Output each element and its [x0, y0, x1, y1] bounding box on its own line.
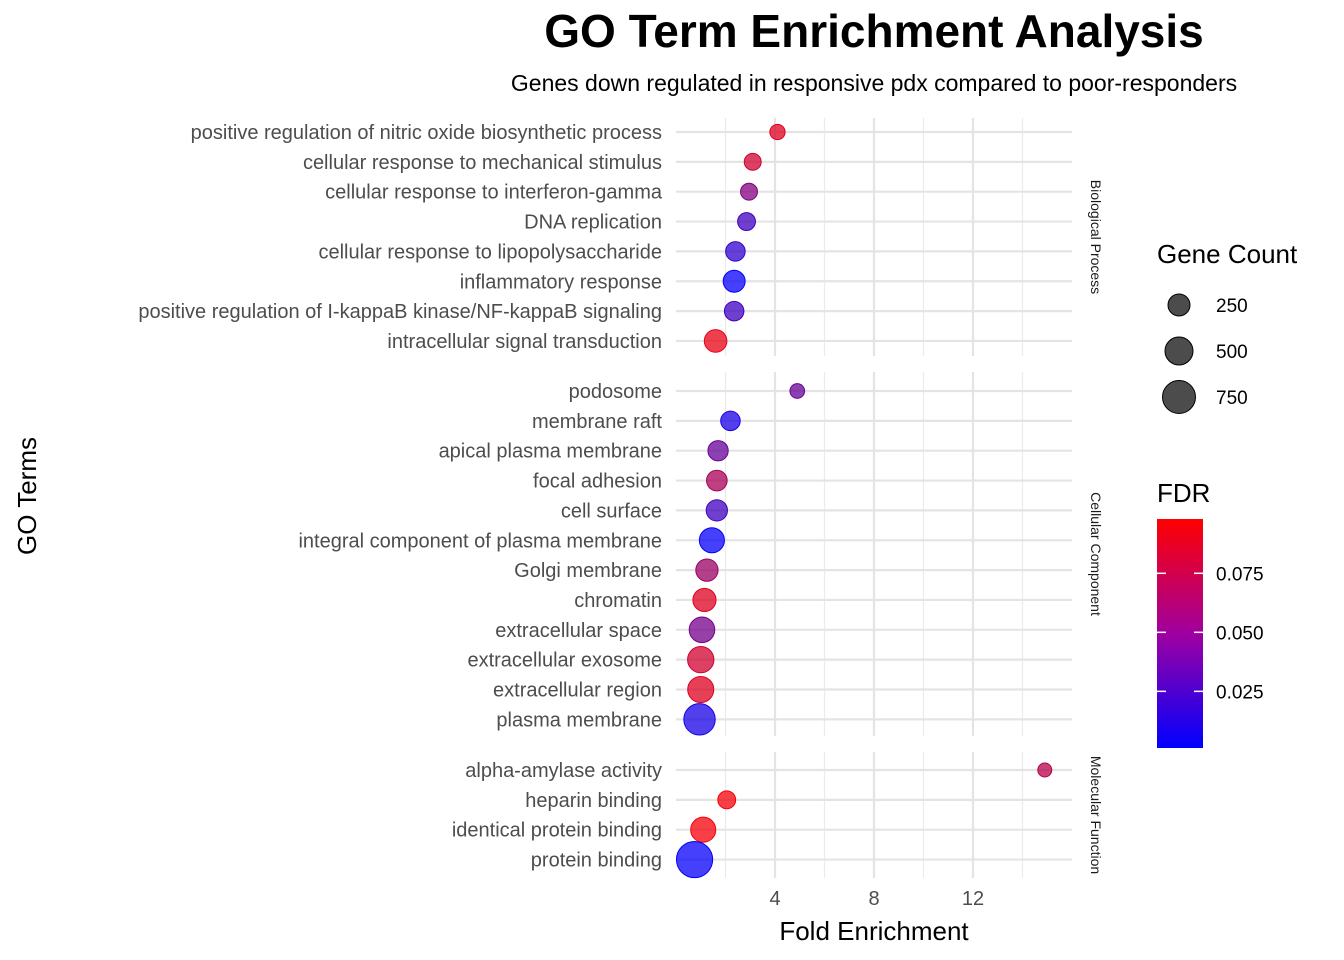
grid-layer [676, 118, 1072, 878]
data-point [707, 440, 729, 462]
facet-strip-label: Cellular Component [1088, 492, 1104, 616]
x-tick-label: 4 [769, 888, 780, 910]
legend-color-label: 0.050 [1216, 623, 1264, 644]
x-axis-title: Fold Enrichment [779, 916, 969, 946]
y-tick-label: protein binding [531, 850, 662, 872]
legend-size-key [1167, 293, 1191, 317]
data-point [723, 300, 745, 322]
y-tick-label: positive regulation of nitric oxide bios… [191, 122, 662, 144]
legend-color-title: FDR [1157, 478, 1210, 508]
data-point [720, 410, 741, 432]
legend-layer: Gene Count 250 500 750 FDR 0.025 0.050 0.075 [1157, 239, 1298, 748]
data-point [743, 152, 762, 171]
points-layer [675, 123, 1053, 879]
legend-size-key [1164, 336, 1194, 366]
chart-subtitle: Genes down regulated in responsive pdx c… [510, 70, 1238, 96]
y-tick-label: inflammatory response [460, 271, 662, 293]
data-point [1037, 762, 1053, 778]
data-point [698, 527, 725, 554]
y-tick-label: extracellular exosome [467, 650, 662, 672]
data-point [692, 587, 717, 613]
data-point [769, 123, 786, 141]
facet-strip: Cellular Component [1088, 492, 1104, 616]
legend-size-label: 250 [1216, 296, 1248, 317]
data-point [737, 212, 756, 231]
legend-size-label: 750 [1216, 388, 1248, 409]
data-point [683, 703, 716, 736]
y-tick-label: membrane raft [532, 411, 662, 433]
facet-strip: Biological Process [1088, 180, 1104, 294]
legend-size-title: Gene Count [1157, 239, 1298, 269]
data-point [703, 329, 728, 353]
y-tick-label: Golgi membrane [514, 560, 662, 582]
data-point [675, 840, 714, 879]
chart-title: GO Term Enrichment Analysis [544, 5, 1204, 57]
y-tick-label: plasma membrane [496, 709, 662, 731]
legend-size-label: 500 [1216, 342, 1248, 363]
facet-strip-label: Biological Process [1088, 180, 1104, 294]
y-tick-label: identical protein binding [452, 820, 662, 842]
y-tick-label: integral component of plasma membrane [298, 530, 662, 552]
y-tick-label: alpha-amylase activity [465, 760, 662, 782]
y-tick-label: focal adhesion [533, 471, 662, 493]
y-axis-title: GO Terms [12, 437, 42, 555]
y-tick-label: podosome [569, 381, 662, 403]
y-tick-label: apical plasma membrane [439, 441, 662, 463]
legend-size-key [1162, 380, 1196, 414]
y-tick-label: cellular response to lipopolysaccharide [318, 241, 662, 263]
labels-layer: positive regulation of nitric oxide bios… [12, 122, 1104, 946]
data-point [725, 241, 746, 262]
data-point [740, 182, 758, 201]
y-tick-label: cell surface [561, 500, 662, 522]
y-tick-label: DNA replication [524, 212, 662, 234]
y-tick-label: cellular response to mechanical stimulus [303, 152, 662, 174]
data-point [687, 645, 715, 674]
y-tick-label: intracellular signal transduction [387, 331, 662, 353]
y-tick-label: chromatin [574, 590, 662, 612]
data-point [717, 790, 737, 810]
x-tick-label: 12 [962, 888, 984, 910]
data-point [706, 469, 728, 492]
legend-color-label: 0.075 [1216, 564, 1264, 585]
x-tick-label: 8 [868, 888, 879, 910]
y-tick-label: extracellular region [493, 680, 662, 702]
data-point [722, 269, 746, 293]
facet-strip-label: Molecular Function [1088, 756, 1104, 874]
legend-colorbar [1157, 519, 1203, 748]
data-point [695, 558, 719, 582]
data-point [690, 816, 717, 843]
data-point [705, 499, 728, 522]
data-point [789, 383, 806, 399]
data-point [687, 675, 715, 704]
y-tick-label: heparin binding [525, 790, 662, 812]
facet-strip: Molecular Function [1088, 756, 1104, 874]
y-tick-label: positive regulation of I-kappaB kinase/N… [138, 301, 662, 323]
data-point [688, 616, 716, 644]
y-tick-label: cellular response to interferon-gamma [325, 182, 663, 204]
y-tick-label: extracellular space [495, 620, 662, 642]
legend-color-label: 0.025 [1216, 682, 1264, 703]
